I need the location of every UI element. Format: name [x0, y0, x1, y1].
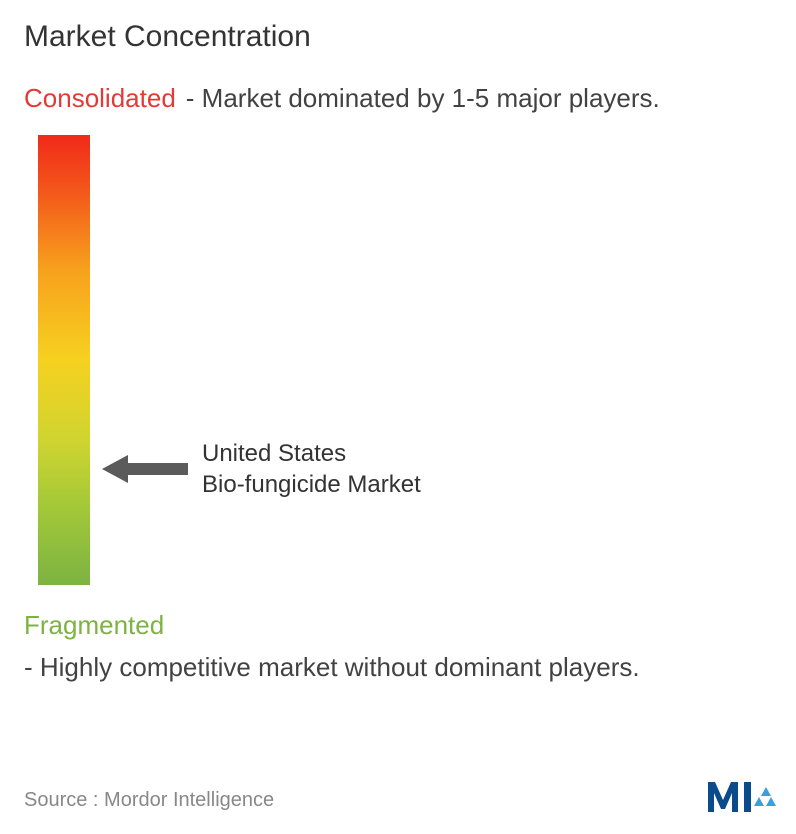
fragmented-desc: - Highly competitive market without domi… — [24, 651, 640, 684]
marker-line1: United States — [202, 440, 346, 467]
concentration-scale: United States Bio-fungicide Market — [24, 135, 772, 585]
fragmented-term: Fragmented — [24, 609, 164, 642]
fragmented-row: Fragmented - Highly competitive market w… — [24, 609, 772, 684]
gradient-bar — [38, 135, 90, 585]
marker-label: United States Bio-fungicide Market — [202, 438, 421, 500]
arrow-left-icon — [102, 452, 188, 486]
brand-logo — [706, 776, 776, 820]
market-marker: United States Bio-fungicide Market — [102, 438, 421, 500]
consolidated-desc: - Market dominated by 1-5 major players. — [186, 82, 660, 115]
consolidated-row: Consolidated - Market dominated by 1-5 m… — [24, 82, 772, 115]
page-title: Market Concentration — [24, 20, 772, 54]
marker-line2: Bio-fungicide Market — [202, 471, 421, 498]
consolidated-term: Consolidated — [24, 82, 176, 115]
source-text: Source : Mordor Intelligence — [24, 789, 274, 812]
